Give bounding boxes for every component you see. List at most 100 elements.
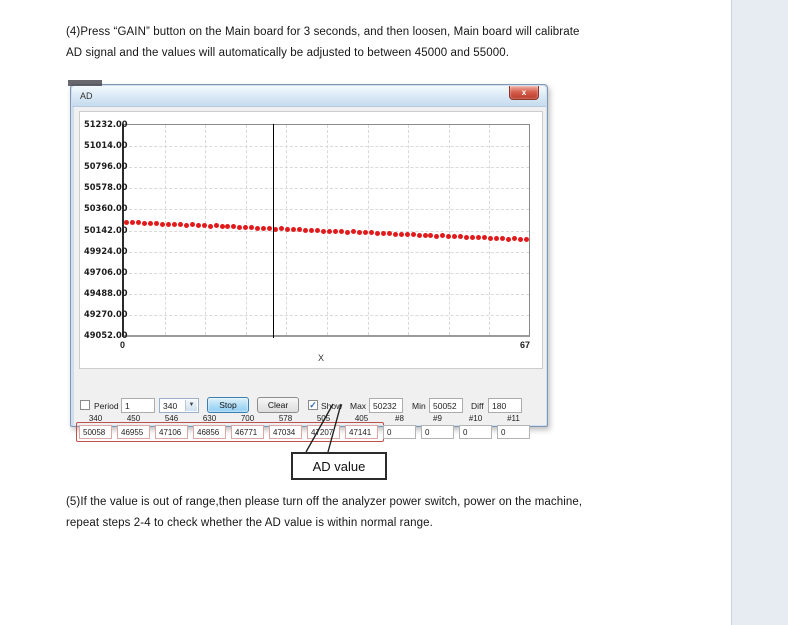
show-label: Show [321, 401, 343, 411]
data-point [315, 227, 321, 233]
data-point [338, 229, 344, 235]
data-point [350, 229, 356, 235]
data-point [440, 233, 446, 239]
background-window-fragment [68, 80, 102, 86]
data-point [135, 220, 141, 226]
h-gridline [124, 272, 529, 274]
data-point [297, 227, 303, 233]
max-input[interactable]: 50232 [369, 398, 403, 413]
show-checkbox[interactable]: ✓ [308, 400, 318, 410]
data-point [512, 236, 518, 242]
data-point [404, 231, 410, 237]
y-tick-label: 49924.00 [84, 246, 128, 257]
data-point [524, 237, 529, 243]
v-gridline [408, 125, 410, 335]
data-point [201, 223, 207, 229]
data-point [392, 231, 398, 237]
chevron-down-icon[interactable]: ▼ [185, 400, 197, 411]
v-gridline [367, 125, 369, 335]
data-point [291, 227, 297, 233]
y-tick-label: 49052.00 [84, 331, 128, 341]
data-point [452, 234, 458, 240]
window-title: AD [80, 91, 93, 101]
period-input[interactable]: 1 [121, 398, 155, 413]
data-point [362, 230, 368, 236]
channel-header: 405 [354, 414, 369, 423]
channel-header: 630 [202, 414, 217, 423]
data-point [386, 231, 392, 237]
x-axis-title: X [318, 353, 325, 363]
channel-value-box[interactable]: 47207 [307, 425, 340, 439]
data-point [303, 227, 309, 233]
data-point [165, 221, 171, 227]
period-checkbox[interactable] [80, 400, 90, 410]
channel-value-box[interactable]: 47034 [269, 425, 302, 439]
data-point [506, 236, 512, 242]
data-point [321, 228, 326, 234]
h-gridline [124, 167, 529, 169]
data-point [219, 224, 225, 230]
y-tick-label: 49488.00 [84, 288, 128, 299]
diff-input[interactable]: 180 [488, 398, 522, 413]
window-content: 51232.00 51014.00 50796.00 50578.00 50360.00… [74, 107, 546, 442]
data-point [267, 226, 273, 232]
y-tick-label: 50360.00 [84, 204, 128, 215]
chart-panel: 51232.00 51014.00 50796.00 50578.00 50360.00… [79, 111, 543, 369]
channel-value-box[interactable]: 50058 [79, 425, 112, 439]
channel-header: #9 [433, 414, 442, 423]
channel-value-box[interactable]: 0 [421, 425, 454, 439]
channel-header: 450 [126, 414, 141, 423]
plot-area[interactable] [122, 124, 530, 337]
data-point [189, 222, 195, 228]
channel-header: 505 [316, 414, 331, 423]
channel-value-box[interactable]: 0 [383, 425, 416, 439]
channel-value-box[interactable]: 46955 [117, 425, 150, 439]
min-input[interactable]: 50052 [429, 398, 463, 413]
data-point [243, 225, 249, 231]
channel-value-box[interactable]: 46771 [231, 425, 264, 439]
period-label: Period [94, 401, 119, 411]
channel-header: #8 [395, 414, 404, 423]
h-gridline [124, 188, 529, 190]
chart-cursor-line[interactable] [273, 124, 275, 338]
channel-value-box[interactable]: 0 [459, 425, 492, 439]
clear-button[interactable]: Clear [257, 397, 299, 413]
data-point [494, 235, 500, 241]
v-gridline [205, 125, 207, 335]
data-point [207, 223, 213, 229]
data-point [458, 234, 464, 240]
channel-value-box[interactable]: 0 [497, 425, 530, 439]
y-tick-label: 51014.00 [84, 141, 128, 152]
data-point [255, 225, 261, 231]
window-titlebar[interactable]: AD x [72, 86, 546, 107]
data-point [332, 228, 338, 234]
h-gridline [124, 146, 529, 148]
channel-value-box[interactable]: 47106 [155, 425, 188, 439]
data-point [129, 220, 135, 226]
data-point [279, 226, 285, 232]
channel-value-box[interactable]: 46856 [193, 425, 226, 439]
data-point [195, 223, 201, 229]
data-point [380, 231, 386, 237]
channel-value-box[interactable]: 47141 [345, 425, 378, 439]
stop-button[interactable]: Stop [207, 397, 249, 413]
data-point [488, 235, 494, 241]
h-gridline [124, 230, 529, 232]
data-point [374, 230, 380, 236]
data-point [213, 223, 219, 229]
x-tick-min: 0 [120, 340, 126, 350]
data-point [231, 224, 237, 230]
v-gridline [245, 125, 247, 335]
instruction-paragraph-4: (4)Press “GAIN” button on the Main board… [66, 26, 580, 59]
data-point [482, 235, 488, 241]
channel-header: #10 [468, 414, 483, 423]
close-button[interactable]: x [509, 86, 539, 100]
data-point [470, 235, 476, 241]
rate-dropdown[interactable]: 340 ▼ [159, 398, 199, 413]
y-tick-label: 49270.00 [84, 309, 128, 320]
data-point [416, 232, 422, 238]
min-label: Min [412, 401, 426, 411]
y-tick-label: 50142.00 [84, 225, 128, 236]
ad-window: AD x 51232.00 51014.00 50796.00 50578.00 503… [68, 80, 548, 442]
